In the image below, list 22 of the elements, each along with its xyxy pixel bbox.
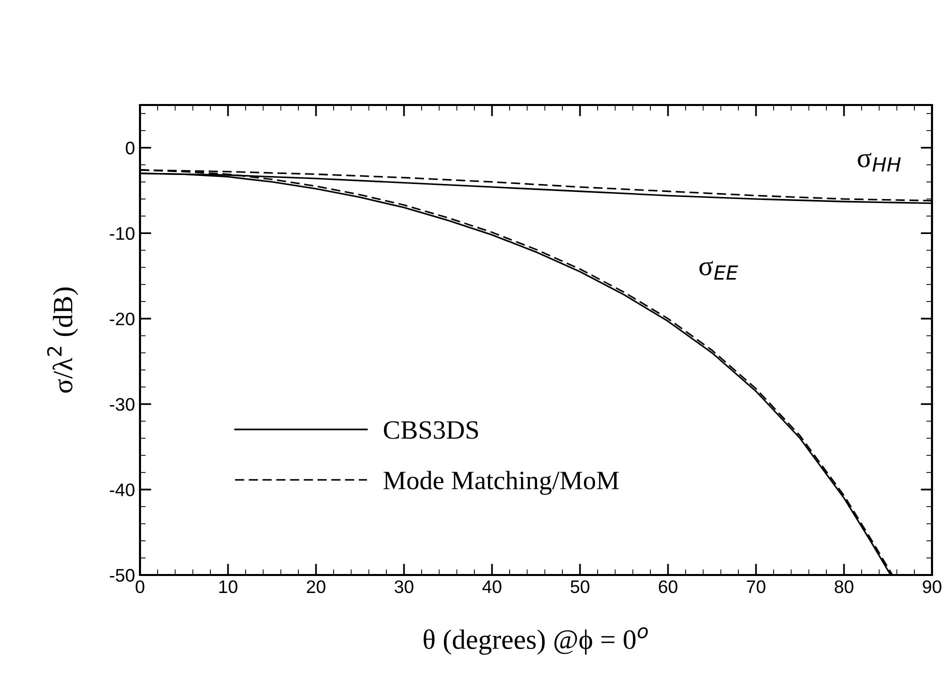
- x-tick-label: 10: [219, 580, 238, 594]
- x-tick-label: 50: [570, 580, 590, 594]
- x-axis-title: θ (degrees) @ϕ = 0$^{o}$: [424, 627, 648, 655]
- x-tick-label: 80: [834, 580, 854, 594]
- y-tick-label: -20: [110, 312, 134, 326]
- annotation: σ$_{HH}$: [858, 152, 901, 172]
- legend-label: CBS3DS: [384, 421, 478, 439]
- y-tick-label: -50: [110, 568, 134, 582]
- x-tick-label: 30: [394, 580, 414, 594]
- x-tick-label: 0: [136, 580, 144, 594]
- legend-label: Mode Matching/MoM: [384, 470, 619, 495]
- y-tick-label: -40: [110, 483, 134, 496]
- x-tick-label: 90: [922, 580, 942, 594]
- annotation: σ$_{EE}$: [699, 260, 738, 280]
- x-tick-label: 60: [658, 580, 678, 594]
- x-tick-label: 70: [746, 580, 766, 594]
- y-axis-title: σ/λ$^{2}$ (dB): [47, 288, 78, 393]
- y-tick-label: -10: [110, 227, 134, 240]
- y-tick-label: -30: [110, 398, 134, 411]
- y-tick-label: 0: [126, 142, 134, 154]
- x-tick-label: 20: [306, 580, 326, 594]
- x-tick-label: 40: [482, 580, 502, 594]
